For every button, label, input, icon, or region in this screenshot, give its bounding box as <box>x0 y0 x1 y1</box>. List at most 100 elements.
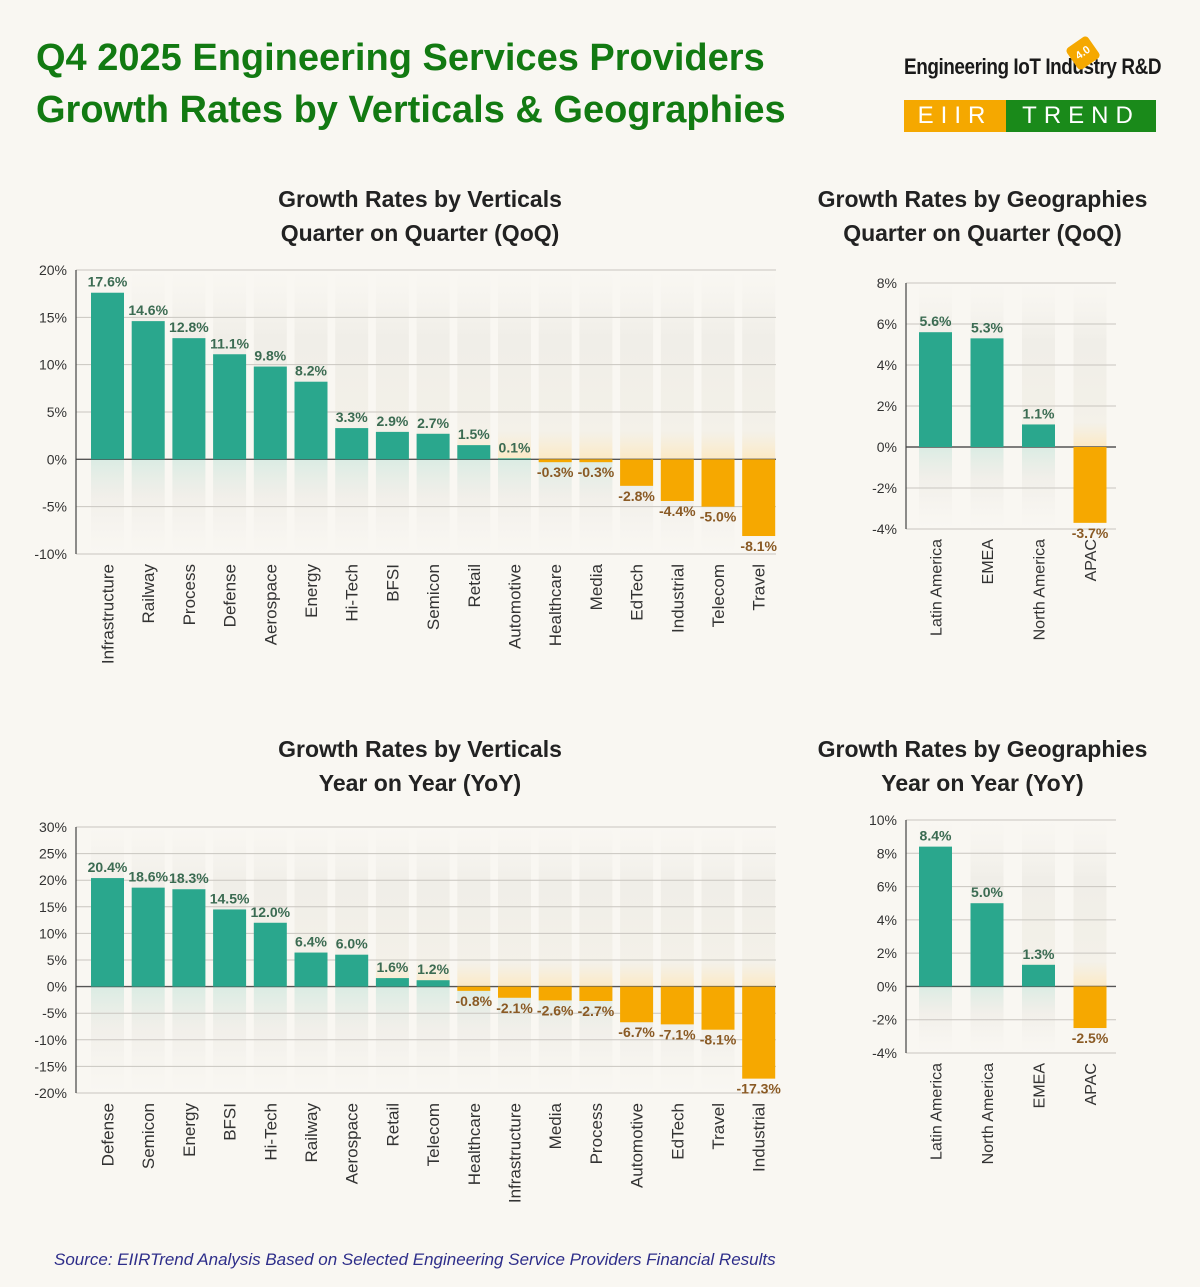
x-tick-label: Hi-Tech <box>343 564 362 622</box>
bar <box>970 338 1004 447</box>
bar <box>970 903 1004 987</box>
data-label: 12.8% <box>169 319 209 335</box>
x-tick-label: Telecom <box>424 1103 443 1166</box>
bar <box>294 381 328 460</box>
x-tick-label: Latin America <box>929 539 946 636</box>
bar <box>1073 986 1107 1029</box>
bar <box>538 986 572 1001</box>
bar <box>498 458 531 460</box>
x-tick-label: Healthcare <box>546 564 565 646</box>
data-label: 8.2% <box>295 363 327 379</box>
x-tick-label: Energy <box>302 564 321 618</box>
x-tick-label: APAC <box>1083 1063 1100 1105</box>
y-tick-label: 10% <box>39 925 67 941</box>
x-tick-label: Travel <box>750 564 769 611</box>
bar <box>131 321 165 460</box>
chart-title-geo-yoy: Growth Rates by Geographies Year on Year… <box>810 732 1155 800</box>
data-label: 18.6% <box>128 869 168 885</box>
data-label: -5.0% <box>700 509 737 525</box>
y-tick-label: 4% <box>877 357 897 373</box>
x-tick-label: Railway <box>302 1103 321 1163</box>
data-label: -0.3% <box>578 464 615 480</box>
bar <box>660 459 694 501</box>
bar <box>131 887 165 987</box>
chart-heading: Growth Rates by Geographies <box>817 186 1148 212</box>
data-label: 12.0% <box>250 904 290 920</box>
data-label: -2.8% <box>618 488 655 504</box>
x-tick-label: Telecom <box>709 564 728 627</box>
x-tick-label: Media <box>546 1102 565 1149</box>
chart-heading: Growth Rates by Geographies <box>817 736 1148 762</box>
chart-title-verticals-qoq: Growth Rates by Verticals Quarter on Qua… <box>220 182 620 250</box>
data-label: 5.6% <box>920 313 952 329</box>
bar <box>919 846 952 987</box>
bar <box>919 332 952 447</box>
x-tick-label: Semicon <box>424 564 443 630</box>
data-label: -2.5% <box>1072 1030 1109 1046</box>
x-tick-label: North America <box>980 1063 997 1164</box>
bar <box>579 986 613 1001</box>
y-tick-label: 30% <box>39 819 67 835</box>
page-title: Q4 2025 Engineering Services Providers G… <box>36 32 786 136</box>
x-tick-label: Retail <box>465 564 484 607</box>
y-tick-label: 10% <box>39 357 67 373</box>
y-tick-label: 5% <box>47 404 67 420</box>
chart-subheading: Year on Year (YoY) <box>318 770 522 796</box>
x-tick-label: EdTech <box>628 564 647 621</box>
data-label: 11.1% <box>210 335 249 351</box>
logo-top-text: Engineering IoT Industry R&D <box>904 54 1162 79</box>
x-tick-label: Media <box>587 563 606 610</box>
bar <box>1073 447 1107 523</box>
y-tick-label: 0% <box>47 979 67 995</box>
y-tick-label: 15% <box>39 899 67 915</box>
data-label: -0.3% <box>537 464 574 480</box>
logo-trend: TREND <box>1006 100 1156 132</box>
y-tick-label: -10% <box>34 546 67 562</box>
bar <box>1022 424 1055 447</box>
y-tick-label: -5% <box>42 499 67 515</box>
x-tick-label: BFSI <box>383 564 402 602</box>
x-tick-label: BFSI <box>221 1103 240 1141</box>
data-label: 6.0% <box>336 936 368 952</box>
data-label: 9.8% <box>254 348 286 364</box>
bar <box>172 889 206 987</box>
bar <box>701 459 735 507</box>
y-tick-label: 2% <box>877 945 897 961</box>
x-tick-label: EMEA <box>1032 1063 1049 1109</box>
bar <box>294 952 328 987</box>
x-tick-label: EdTech <box>668 1103 687 1160</box>
y-tick-label: 20% <box>39 262 67 278</box>
logo-bar: EIIR TREND <box>904 100 1156 132</box>
data-label: 6.4% <box>295 934 327 950</box>
y-tick-label: 8% <box>877 845 897 861</box>
logo-eiir: EIIR <box>904 100 1006 132</box>
y-tick-label: 0% <box>877 439 897 455</box>
bar <box>620 459 654 486</box>
x-tick-label: APAC <box>1083 539 1100 581</box>
x-tick-label: Process <box>587 1103 606 1164</box>
data-label: -6.7% <box>618 1024 655 1040</box>
x-tick-label: Industrial <box>668 564 687 633</box>
data-label: -2.1% <box>496 1000 533 1016</box>
y-tick-label: 5% <box>47 952 67 968</box>
bar <box>213 354 247 460</box>
bar <box>660 986 694 1025</box>
x-tick-label: Defense <box>221 564 240 627</box>
y-tick-label: -10% <box>34 1032 67 1048</box>
bar <box>416 980 450 987</box>
data-label: -8.1% <box>700 1032 737 1048</box>
data-label: 1.1% <box>1023 405 1055 421</box>
bar <box>335 428 369 460</box>
chart-subheading: Quarter on Quarter (QoQ) <box>843 220 1122 246</box>
data-label: 20.4% <box>88 859 128 875</box>
x-tick-label: Automotive <box>506 564 525 649</box>
y-tick-label: -5% <box>42 1005 67 1021</box>
y-tick-label: 0% <box>47 451 67 467</box>
bar <box>579 459 613 463</box>
y-tick-label: -2% <box>872 1012 897 1028</box>
x-tick-label: Energy <box>180 1103 199 1157</box>
x-tick-label: Aerospace <box>343 1103 362 1184</box>
chart-title-geo-qoq: Growth Rates by Geographies Quarter on Q… <box>810 182 1155 250</box>
